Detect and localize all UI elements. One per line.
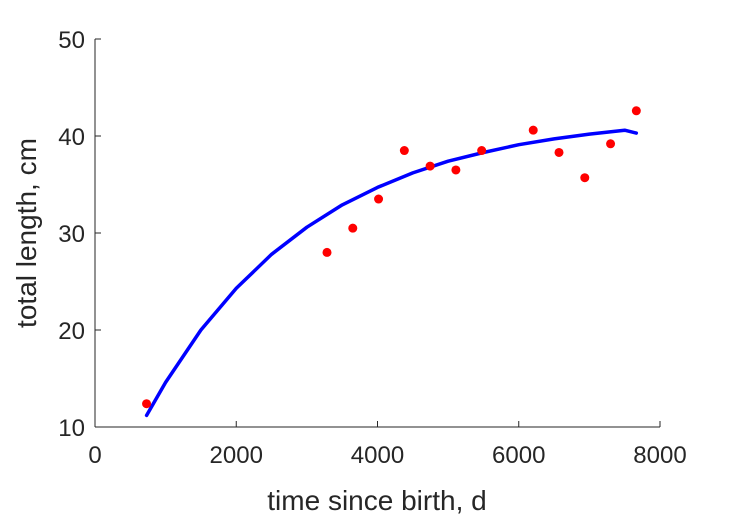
data-point (374, 194, 384, 204)
y-tick-label: 30 (58, 221, 85, 248)
data-point (606, 139, 616, 149)
y-tick-label: 50 (58, 27, 85, 54)
data-point (554, 147, 564, 157)
data-point (348, 223, 358, 233)
data-point (142, 399, 152, 409)
x-tick-label: 0 (88, 442, 101, 469)
data-point (451, 165, 461, 175)
fit-curve (144, 128, 639, 418)
axes: 0 2000 4000 6000 8000 10 20 30 40 50 (58, 27, 686, 469)
y-tick-label: 10 (58, 415, 85, 442)
data-point (399, 146, 409, 156)
data-point (322, 247, 332, 257)
data-point (477, 146, 487, 156)
data-point (580, 173, 590, 183)
x-axis-label: time since birth, d (267, 485, 486, 516)
data-point (631, 106, 641, 116)
y-tick-label: 40 (58, 124, 85, 151)
y-axis-label: total length, cm (11, 138, 42, 328)
data-point (425, 161, 435, 171)
y-tick-label: 20 (58, 318, 85, 345)
plot-area (142, 106, 641, 418)
x-tick-label: 4000 (351, 442, 404, 469)
x-tick-label: 6000 (492, 442, 545, 469)
x-tick-label: 8000 (633, 442, 686, 469)
data-point (528, 125, 538, 135)
x-tick-label: 2000 (210, 442, 263, 469)
